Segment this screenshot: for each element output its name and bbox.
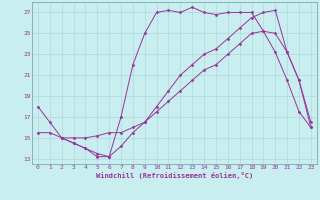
X-axis label: Windchill (Refroidissement éolien,°C): Windchill (Refroidissement éolien,°C) bbox=[96, 172, 253, 179]
